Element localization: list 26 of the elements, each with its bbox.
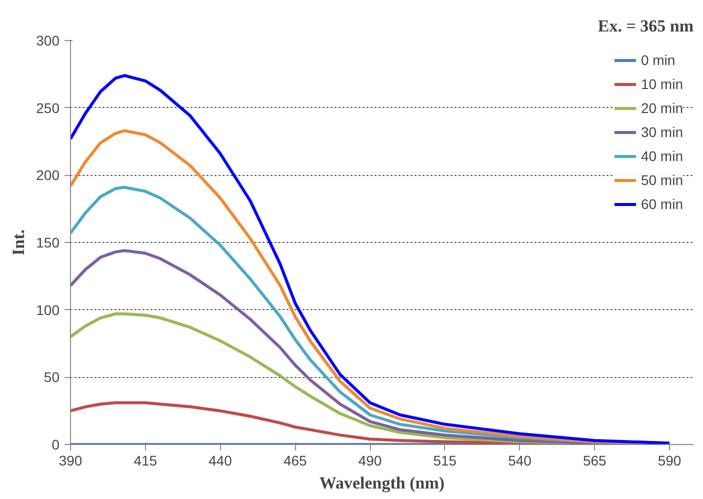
y-tick-label: 250 [36,100,60,116]
legend-label: 50 min [640,172,683,188]
legend-label: 40 min [640,148,683,164]
y-tick-label: 0 [52,436,60,452]
x-tick-label: 490 [358,452,382,468]
y-tick-label: 50 [44,369,60,386]
text: Ex. = 365 nm [598,16,694,36]
x-tick-label: 515 [433,452,457,468]
y-axis-title: Int. [9,230,28,256]
x-tick-label: 540 [508,452,532,468]
x-tick-label: 415 [134,452,158,468]
legend-label: 20 min [640,100,683,116]
x-tick-label: 465 [283,452,308,468]
x-tick-label: 565 [582,452,607,468]
x-tick-label: 590 [658,452,682,468]
x-tick-label: 440 [208,452,232,468]
y-tick-label: 150 [36,234,60,250]
x-tick-label: 390 [58,452,82,468]
legend-label: 10 min [640,76,683,92]
legend-label: 0 min [640,52,676,68]
y-tick-label: 200 [36,167,60,184]
legend-label: 60 min [640,196,683,212]
legend-label: 30 min [640,124,683,140]
y-tick-label: 100 [36,302,60,318]
y-tick-label: 300 [36,32,60,48]
x-axis-title: Wavelength (nm) [319,474,445,492]
